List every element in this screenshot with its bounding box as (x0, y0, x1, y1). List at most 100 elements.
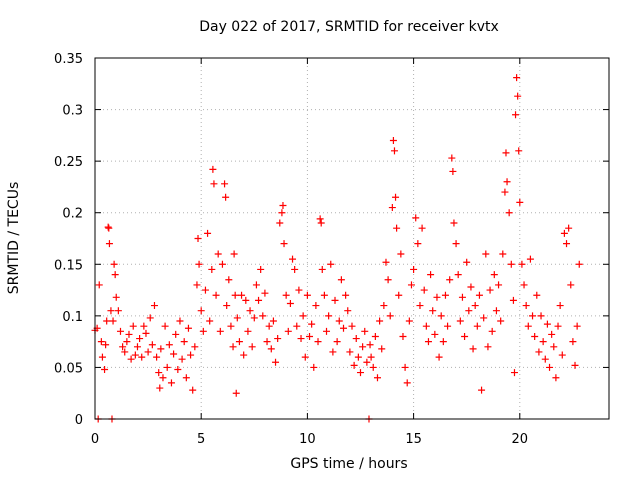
data-point-marker (499, 250, 507, 258)
data-point-marker (482, 250, 490, 258)
data-point-marker (167, 379, 175, 387)
data-point-marker (121, 348, 129, 356)
data-point-marker (575, 260, 583, 268)
data-point-marker (105, 224, 113, 232)
data-point-marker (199, 327, 207, 335)
data-point-marker (101, 365, 109, 373)
data-point-marker (478, 386, 486, 394)
data-point-marker (230, 250, 238, 258)
data-point-marker (303, 291, 311, 299)
data-point-marker (240, 351, 248, 359)
data-point-marker (424, 338, 432, 346)
data-point-marker (475, 291, 483, 299)
data-point-marker (461, 332, 469, 340)
data-point-marker (390, 147, 398, 155)
data-point-marker (204, 229, 212, 237)
data-point-marker (484, 343, 492, 351)
data-point-marker (282, 291, 290, 299)
data-point-marker (403, 379, 411, 387)
data-point-marker (97, 338, 105, 346)
data-point-marker (323, 327, 331, 335)
data-point-marker (206, 317, 214, 325)
data-point-marker (225, 276, 233, 284)
data-point-marker (495, 281, 503, 289)
data-point-marker (301, 353, 309, 361)
data-point-marker (235, 338, 243, 346)
data-point-marker (242, 296, 250, 304)
data-point-marker (299, 312, 307, 320)
data-point-marker (569, 338, 577, 346)
data-point-marker (405, 317, 413, 325)
data-point-marker (306, 332, 314, 340)
data-point-marker (565, 224, 573, 232)
data-point-marker (295, 286, 303, 294)
data-point-marker (150, 302, 158, 310)
data-point-marker (317, 219, 325, 227)
data-point-marker (107, 307, 115, 315)
data-point-marker (548, 330, 556, 338)
data-point-marker (449, 167, 457, 175)
data-point-marker (104, 223, 112, 231)
data-point-marker (172, 330, 180, 338)
data-point-marker (261, 289, 269, 297)
data-point-marker (109, 317, 117, 325)
data-point-marker (397, 250, 405, 258)
data-point-marker (284, 327, 292, 335)
data-point-marker (182, 374, 190, 382)
data-point-marker (308, 320, 316, 328)
data-point-marker (382, 258, 390, 266)
data-point-marker (531, 332, 539, 340)
data-point-marker (513, 74, 521, 82)
data-point-marker (191, 343, 199, 351)
data-point-marker (208, 265, 216, 273)
data-point-marker (416, 302, 424, 310)
data-point-marker (410, 265, 418, 273)
data-point-marker (414, 240, 422, 248)
x-tick-label: 15 (405, 432, 422, 447)
data-point-marker (520, 281, 528, 289)
data-point-marker (392, 193, 400, 201)
axis-ticks: 0 0.05 0.1 0.15 0.2 0.25 0.3 0.35 0 5 10 15 20 (54, 52, 609, 447)
data-point-marker (452, 240, 460, 248)
data-point-marker (480, 314, 488, 322)
data-point-marker (492, 307, 500, 315)
data-point-marker (420, 286, 428, 294)
data-point-marker (252, 281, 260, 289)
data-point-marker (437, 312, 445, 320)
data-point-marker (354, 353, 362, 361)
data-point-marker (543, 320, 551, 328)
data-point-marker (136, 335, 144, 343)
data-point-marker (255, 296, 263, 304)
y-tick-label: 0.15 (54, 258, 83, 273)
data-point-marker (289, 255, 297, 263)
data-point-marker (210, 180, 218, 188)
data-point-marker (267, 345, 275, 353)
data-point-marker (393, 224, 401, 232)
data-point-marker (194, 235, 202, 242)
data-point-marker (344, 307, 352, 315)
data-point-marker (250, 314, 258, 322)
data-point-marker (131, 351, 139, 359)
data-point-marker (116, 327, 124, 335)
data-point-marker (388, 204, 396, 212)
data-point-marker (221, 180, 229, 188)
data-point-marker (331, 296, 339, 304)
x-tick-label: 0 (91, 432, 99, 447)
data-point-marker (507, 260, 515, 268)
data-point-marker (497, 317, 505, 325)
data-point-marker (450, 219, 458, 227)
data-point-marker (380, 302, 388, 310)
data-point-marker (98, 353, 106, 361)
data-point-marker (119, 343, 127, 351)
data-point-marker (458, 293, 466, 301)
data-point-marker (539, 338, 547, 346)
data-point-marker (259, 312, 267, 320)
y-tick-label: 0.1 (62, 310, 83, 325)
data-point-marker (342, 291, 350, 299)
data-point-marker (246, 307, 254, 315)
data-point-marker (279, 201, 287, 209)
data-point-marker (165, 341, 173, 349)
data-point-marker (386, 312, 394, 320)
data-point-marker (212, 291, 220, 299)
data-point-marker (272, 358, 280, 366)
